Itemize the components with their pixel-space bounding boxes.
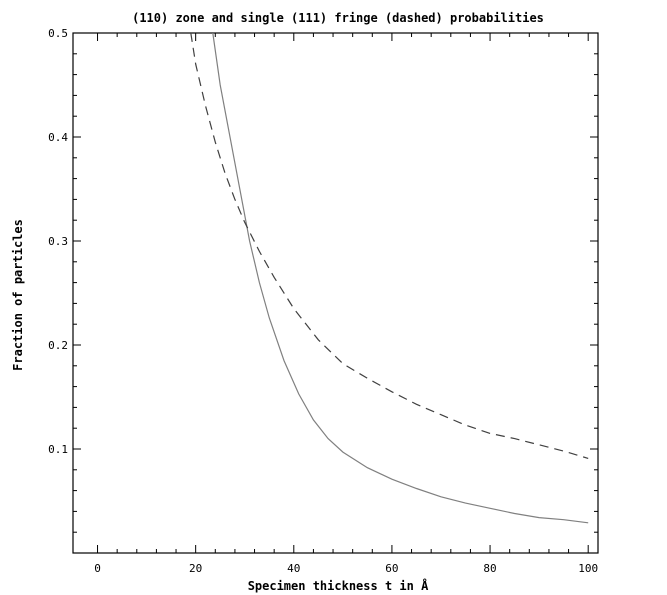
y-tick-label: 0.4 [48, 131, 68, 144]
series-group [190, 32, 589, 524]
y-tick-label: 0.1 [48, 443, 68, 456]
x-tick-labels: 0 20 40 60 80 100 [94, 562, 598, 575]
x-tick-label: 40 [287, 562, 300, 575]
x-tick-label: 80 [483, 562, 496, 575]
x-tick-label: 0 [94, 562, 101, 575]
x-tick-label: 20 [189, 562, 202, 575]
y-tick-label: 0.5 [48, 27, 68, 40]
series-line-solid [212, 32, 589, 524]
y-tick-label: 0.3 [48, 235, 68, 248]
y-axis-label: Fraction of particles [11, 219, 25, 371]
chart-title: (110) zone and single (111) fringe (dash… [132, 11, 544, 25]
axis-ticks [73, 32, 598, 553]
x-tick-label: 60 [385, 562, 398, 575]
x-axis-label: Specimen thickness t in Å [248, 578, 429, 593]
y-tick-label: 0.2 [48, 339, 68, 352]
x-tick-label: 100 [578, 562, 598, 575]
series-line-dashed [190, 32, 589, 459]
plot-frame [72, 32, 599, 554]
y-tick-labels: 0.1 0.2 0.3 0.4 0.5 [48, 27, 68, 456]
